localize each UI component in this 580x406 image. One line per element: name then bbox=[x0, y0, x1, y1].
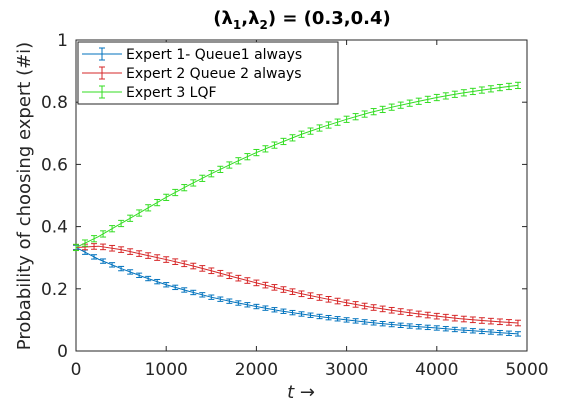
y-tick-label: 0.4 bbox=[41, 218, 68, 238]
legend-label: Expert 2 Queue 2 always bbox=[126, 66, 302, 82]
x-tick-label: 1000 bbox=[145, 360, 188, 380]
x-tick-label: 0 bbox=[71, 360, 82, 380]
legend-entry-1: Expert 1- Queue1 always bbox=[82, 47, 302, 63]
legend: Expert 1- Queue1 always Expert 2 Queue 2 … bbox=[77, 41, 339, 105]
x-tick-label: 2000 bbox=[235, 360, 278, 380]
legend-entry-2: Expert 2 Queue 2 always bbox=[82, 66, 302, 82]
x-axis-label: t → bbox=[287, 382, 315, 403]
axis-ticks: 0 1000 2000 3000 4000 5000 0 0.2 0.4 0.6 0.8 1 bbox=[41, 31, 549, 380]
chart-title: (λ1,λ2) = (0.3,0.4) bbox=[213, 8, 390, 32]
series-layer bbox=[73, 81, 521, 337]
legend-label: Expert 1- Queue1 always bbox=[126, 47, 302, 63]
legend-entry-3: Expert 3 LQF bbox=[82, 85, 217, 101]
y-tick-label: 0.2 bbox=[41, 280, 68, 300]
legend-label: Expert 3 LQF bbox=[126, 85, 217, 101]
y-tick-label: 0.6 bbox=[41, 155, 68, 175]
y-tick-label: 1 bbox=[57, 31, 68, 51]
series-3 bbox=[73, 81, 521, 252]
x-tick-label: 3000 bbox=[325, 360, 368, 380]
series-2 bbox=[73, 243, 521, 327]
x-tick-label: 5000 bbox=[505, 360, 548, 380]
series-1 bbox=[73, 244, 521, 337]
x-tick-label: 4000 bbox=[415, 360, 458, 380]
y-tick-label: 0 bbox=[57, 342, 68, 362]
y-axis-label: Probability of choosing expert (#i) bbox=[14, 42, 35, 350]
y-tick-label: 0.8 bbox=[41, 93, 68, 113]
